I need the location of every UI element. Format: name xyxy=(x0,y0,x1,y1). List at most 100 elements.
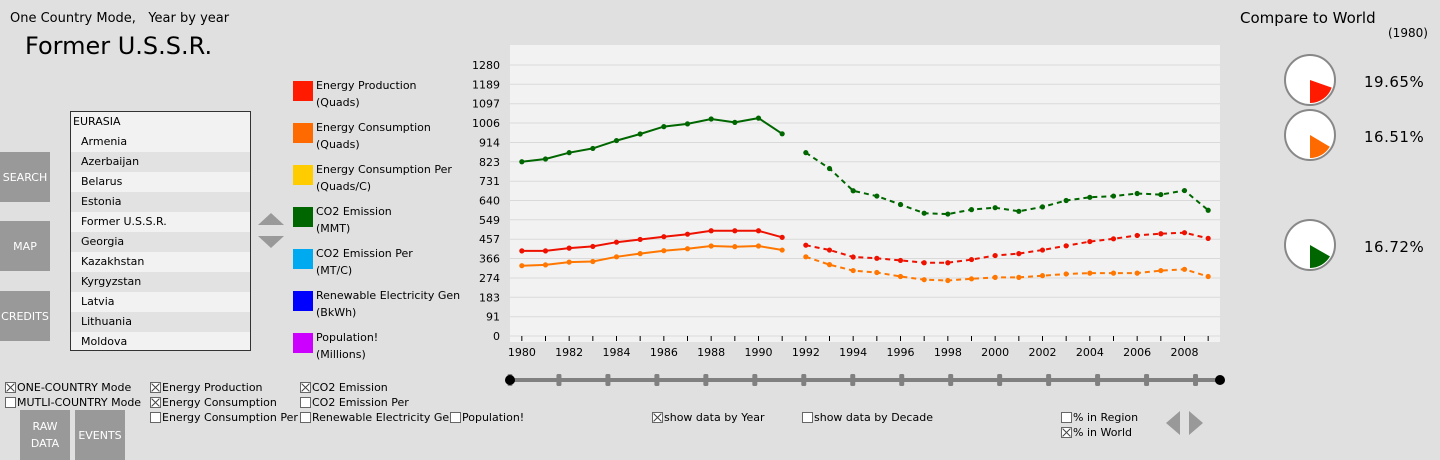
data-point xyxy=(755,115,762,121)
timeline-tick[interactable] xyxy=(1046,374,1052,386)
raw-data-button[interactable]: RAW DATA xyxy=(20,410,70,460)
data-point xyxy=(1205,207,1211,213)
checkbox-checked[interactable] xyxy=(150,397,161,408)
timeline-tick[interactable] xyxy=(654,374,660,386)
data-point xyxy=(637,131,643,137)
timeline-start-handle[interactable] xyxy=(505,375,515,385)
checkbox-checked[interactable] xyxy=(150,382,161,393)
energy-consumption-per-option[interactable]: Energy Consumption Per xyxy=(150,411,298,424)
timeline-tick[interactable] xyxy=(703,374,709,386)
one-country-mode-option[interactable]: ONE-COUNTRY Mode xyxy=(5,381,131,394)
mode-title: One Country Mode, Year by year xyxy=(10,11,229,26)
legend-swatch xyxy=(293,207,313,227)
data-point xyxy=(1016,208,1022,214)
option-label: CO2 Emission Per xyxy=(312,396,409,409)
x-tick-label: 1988 xyxy=(697,346,725,359)
timeline-track[interactable] xyxy=(510,378,1220,382)
country-item[interactable]: Estonia xyxy=(71,192,250,212)
credits-button[interactable]: CREDITS xyxy=(0,291,50,341)
multi-country-mode-option[interactable]: MUTLI-COUNTRY Mode xyxy=(5,396,141,409)
legend-swatch xyxy=(293,165,313,185)
checkbox[interactable] xyxy=(802,412,813,423)
timeline-tick[interactable] xyxy=(997,374,1003,386)
checkbox[interactable] xyxy=(1061,412,1072,423)
data-point xyxy=(637,236,643,243)
timeline-tick[interactable] xyxy=(801,374,807,386)
country-item[interactable]: Kazakhstan xyxy=(71,252,250,272)
population-option[interactable]: Population! xyxy=(450,411,524,424)
checkbox[interactable] xyxy=(450,412,461,423)
data-point xyxy=(850,254,856,260)
show-by-decade-option[interactable]: show data by Decade xyxy=(802,411,933,424)
country-item[interactable]: Latvia xyxy=(71,292,250,312)
country-item-selected[interactable]: Former U.S.S.R. xyxy=(71,212,250,232)
show-by-year-option[interactable]: show data by Year xyxy=(652,411,764,424)
x-tick-label: 2000 xyxy=(981,346,1009,359)
x-tick-label: 1982 xyxy=(555,346,583,359)
y-tick-label: 457 xyxy=(479,233,500,246)
timeline-tick[interactable] xyxy=(752,374,758,386)
y-tick-label: 0 xyxy=(493,330,500,343)
checkbox[interactable] xyxy=(300,412,311,423)
energy-production-option[interactable]: Energy Production xyxy=(150,381,263,394)
country-title: Former U.S.S.R. xyxy=(25,32,213,60)
data-point xyxy=(945,260,951,266)
checkbox-checked[interactable] xyxy=(652,412,663,423)
energy-consumption-option[interactable]: Energy Consumption xyxy=(150,396,277,409)
data-point xyxy=(613,239,620,245)
timeline-tick[interactable] xyxy=(1095,374,1101,386)
renewable-option[interactable]: Renewable Electricity Gen xyxy=(300,411,456,424)
checkbox[interactable] xyxy=(150,412,161,423)
data-point xyxy=(1158,231,1164,237)
country-item[interactable]: Lithuania xyxy=(71,312,250,332)
next-icon[interactable] xyxy=(1189,411,1203,435)
country-item[interactable]: Belarus xyxy=(71,172,250,192)
option-label: CO2 Emission xyxy=(312,381,388,394)
scroll-down-icon[interactable] xyxy=(258,236,284,248)
data-point xyxy=(1039,273,1046,279)
search-button[interactable]: SEARCH xyxy=(0,152,50,202)
timeline-slider[interactable] xyxy=(500,368,1230,392)
country-item[interactable]: Armenia xyxy=(71,132,250,152)
checkbox-checked[interactable] xyxy=(1061,427,1072,438)
co2-emission-option[interactable]: CO2 Emission xyxy=(300,381,388,394)
timeline-tick[interactable] xyxy=(1193,374,1199,386)
checkbox[interactable] xyxy=(5,397,16,408)
x-tick-label: 1990 xyxy=(745,346,773,359)
data-point xyxy=(732,119,738,125)
checkbox-checked[interactable] xyxy=(300,382,311,393)
country-item[interactable]: Kyrgyzstan xyxy=(71,272,250,292)
events-button[interactable]: EVENTS xyxy=(75,410,125,460)
pct-region-option[interactable]: % in Region xyxy=(1061,411,1138,424)
country-item[interactable]: Georgia xyxy=(71,232,250,252)
pct-world-option[interactable]: % in World xyxy=(1061,426,1132,439)
country-item[interactable]: Moldova xyxy=(71,332,250,350)
option-label: % in Region xyxy=(1073,411,1139,424)
co2-emission-per-option[interactable]: CO2 Emission Per xyxy=(300,396,409,409)
timeline-tick[interactable] xyxy=(850,374,856,386)
previous-icon[interactable] xyxy=(1166,411,1180,435)
country-list[interactable]: EURASIA Armenia Azerbaijan Belarus Eston… xyxy=(70,111,251,351)
map-button[interactable]: MAP xyxy=(0,221,50,271)
checkbox[interactable] xyxy=(300,397,311,408)
y-tick-label: 823 xyxy=(479,156,500,169)
checkbox-checked[interactable] xyxy=(5,382,16,393)
legend-label: Energy Consumption Per xyxy=(316,163,452,176)
series-line-solid xyxy=(521,117,783,163)
x-tick-label: 1986 xyxy=(650,346,678,359)
data-point xyxy=(826,247,833,253)
country-item[interactable]: Azerbaijan xyxy=(71,152,250,172)
timeline-tick[interactable] xyxy=(899,374,905,386)
timeline-end-handle[interactable] xyxy=(1215,375,1225,385)
timeline-tick[interactable] xyxy=(1144,374,1150,386)
button-label: DATA xyxy=(30,437,60,450)
scroll-up-icon[interactable] xyxy=(258,213,284,225)
data-point xyxy=(921,260,927,266)
timeline-tick[interactable] xyxy=(556,374,562,386)
x-tick-label: 1996 xyxy=(887,346,915,359)
option-label: show data by Year xyxy=(664,411,765,424)
data-point xyxy=(874,255,880,261)
timeline-tick[interactable] xyxy=(605,374,611,386)
timeline-tick[interactable] xyxy=(948,374,954,386)
